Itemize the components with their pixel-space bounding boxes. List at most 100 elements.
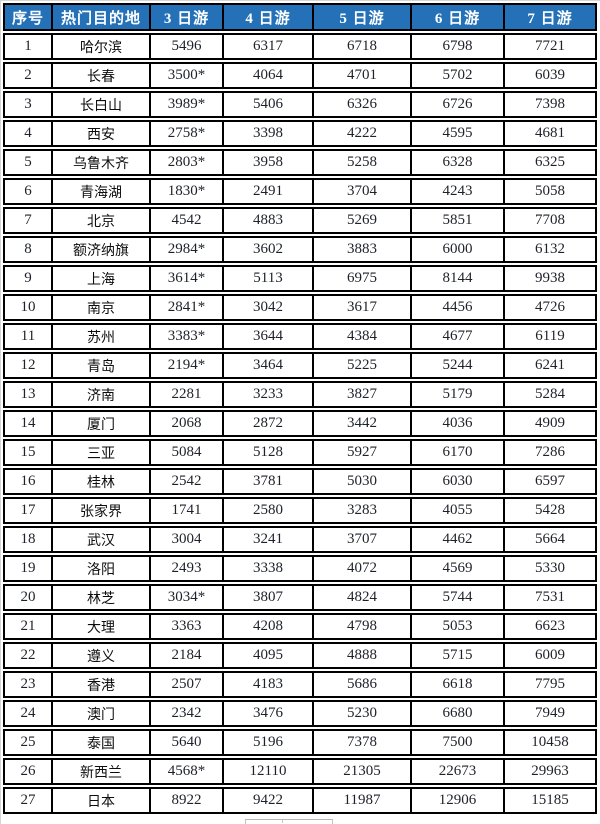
- price-cell: 5927: [312, 439, 410, 466]
- price-cell: 6170: [410, 439, 503, 466]
- price-cell: 7378: [312, 729, 410, 756]
- price-cell: 7721: [503, 33, 597, 60]
- table-row: 2 长春 3500* 4064 4701 5702 6039: [3, 62, 597, 89]
- table-row: 21 大理 3363 4208 4798 5053 6623: [3, 613, 597, 640]
- destination-cell: 三亚: [51, 439, 149, 466]
- price-cell: 6325: [503, 149, 597, 176]
- price-cell: 5128: [222, 439, 312, 466]
- destination-cell: 南京: [51, 294, 149, 321]
- price-cell: 5053: [410, 613, 503, 640]
- price-cell: 6317: [222, 33, 312, 60]
- row-index-cell: 11: [3, 323, 51, 350]
- header-row: 序号 热门目的地 3 日游 4 日游 5 日游 6 日游 7 日游: [3, 3, 597, 31]
- price-cell: 6618: [410, 671, 503, 698]
- price-cell: 3241: [222, 526, 312, 553]
- price-cell: 5640: [149, 729, 222, 756]
- table-row: 13 济南 2281 3233 3827 5179 5284: [3, 381, 597, 408]
- destination-cell: 泰国: [51, 729, 149, 756]
- price-cell: 6680: [410, 700, 503, 727]
- price-cell: 6326: [312, 91, 410, 118]
- price-cell: 5428: [503, 497, 597, 524]
- price-cell: 8144: [410, 265, 503, 292]
- table-row: 20 林芝 3034* 3807 4824 5744 7531: [3, 584, 597, 611]
- destination-cell: 武汉: [51, 526, 149, 553]
- clipped-next-table-fragment: [245, 819, 333, 824]
- table-row: 17 张家界 1741 2580 3283 4055 5428: [3, 497, 597, 524]
- destination-cell: 澳门: [51, 700, 149, 727]
- price-cell: 5230: [312, 700, 410, 727]
- row-index-cell: 4: [3, 120, 51, 147]
- price-cell: 3704: [312, 178, 410, 205]
- table-row: 4 西安 2758* 3398 4222 4595 4681: [3, 120, 597, 147]
- price-cell: 22673: [410, 758, 503, 785]
- price-cell: 5258: [312, 149, 410, 176]
- table-row: 24 澳门 2342 3476 5230 6680 7949: [3, 700, 597, 727]
- price-cell: 6039: [503, 62, 597, 89]
- price-cell: 5113: [222, 265, 312, 292]
- table-row: 1 哈尔滨 5496 6317 6718 6798 7721: [3, 33, 597, 60]
- price-cell: 5225: [312, 352, 410, 379]
- price-cell: 5244: [410, 352, 503, 379]
- header-cell-4: 5 日游: [312, 3, 410, 31]
- price-cell: 5664: [503, 526, 597, 553]
- destination-cell: 遵义: [51, 642, 149, 669]
- price-cell: 7286: [503, 439, 597, 466]
- row-index-cell: 6: [3, 178, 51, 205]
- table-row: 25 泰国 5640 5196 7378 7500 10458: [3, 729, 597, 756]
- price-cell: 7398: [503, 91, 597, 118]
- price-cell: 3602: [222, 236, 312, 263]
- price-cell: 3614*: [149, 265, 222, 292]
- table-row: 12 青岛 2194* 3464 5225 5244 6241: [3, 352, 597, 379]
- row-index-cell: 18: [3, 526, 51, 553]
- destination-cell: 新西兰: [51, 758, 149, 785]
- price-cell: 4222: [312, 120, 410, 147]
- price-cell: 3883: [312, 236, 410, 263]
- row-index-cell: 13: [3, 381, 51, 408]
- price-cell: 5084: [149, 439, 222, 466]
- price-cell: 4798: [312, 613, 410, 640]
- row-index-cell: 25: [3, 729, 51, 756]
- price-cell: 11987: [312, 787, 410, 814]
- price-cell: 3363: [149, 613, 222, 640]
- price-cell: 7531: [503, 584, 597, 611]
- table-row: 6 青海湖 1830* 2491 3704 4243 5058: [3, 178, 597, 205]
- price-cell: 2841*: [149, 294, 222, 321]
- table-row: 16 桂林 2542 3781 5030 6030 6597: [3, 468, 597, 495]
- row-index-cell: 23: [3, 671, 51, 698]
- destination-cell: 洛阳: [51, 555, 149, 582]
- destination-cell: 日本: [51, 787, 149, 814]
- price-cell: 1830*: [149, 178, 222, 205]
- price-cell: 5330: [503, 555, 597, 582]
- price-cell: 5744: [410, 584, 503, 611]
- price-cell: 5702: [410, 62, 503, 89]
- price-cell: 4208: [222, 613, 312, 640]
- destination-cell: 厦门: [51, 410, 149, 437]
- price-cell: 5269: [312, 207, 410, 234]
- header-cell-2: 3 日游: [149, 3, 222, 31]
- destination-cell: 上海: [51, 265, 149, 292]
- header-cell-3: 4 日游: [222, 3, 312, 31]
- row-index-cell: 14: [3, 410, 51, 437]
- table-row: 11 苏州 3383* 3644 4384 4677 6119: [3, 323, 597, 350]
- destination-cell: 西安: [51, 120, 149, 147]
- destination-cell: 额济纳旗: [51, 236, 149, 263]
- table-row: 14 厦门 2068 2872 3442 4036 4909: [3, 410, 597, 437]
- price-cell: 10458: [503, 729, 597, 756]
- price-cell: 2491: [222, 178, 312, 205]
- row-index-cell: 1: [3, 33, 51, 60]
- price-cell: 3617: [312, 294, 410, 321]
- price-cell: 3398: [222, 120, 312, 147]
- price-cell: 6597: [503, 468, 597, 495]
- price-cell: 3034*: [149, 584, 222, 611]
- price-cell: 15185: [503, 787, 597, 814]
- price-cell: 3989*: [149, 91, 222, 118]
- price-cell: 6000: [410, 236, 503, 263]
- price-cell: 5058: [503, 178, 597, 205]
- price-cell: 6798: [410, 33, 503, 60]
- table-row: 5 乌鲁木齐 2803* 3958 5258 6328 6325: [3, 149, 597, 176]
- price-cell: 4677: [410, 323, 503, 350]
- price-cell: 7949: [503, 700, 597, 727]
- row-index-cell: 7: [3, 207, 51, 234]
- fragment-tick: [282, 820, 283, 823]
- row-index-cell: 5: [3, 149, 51, 176]
